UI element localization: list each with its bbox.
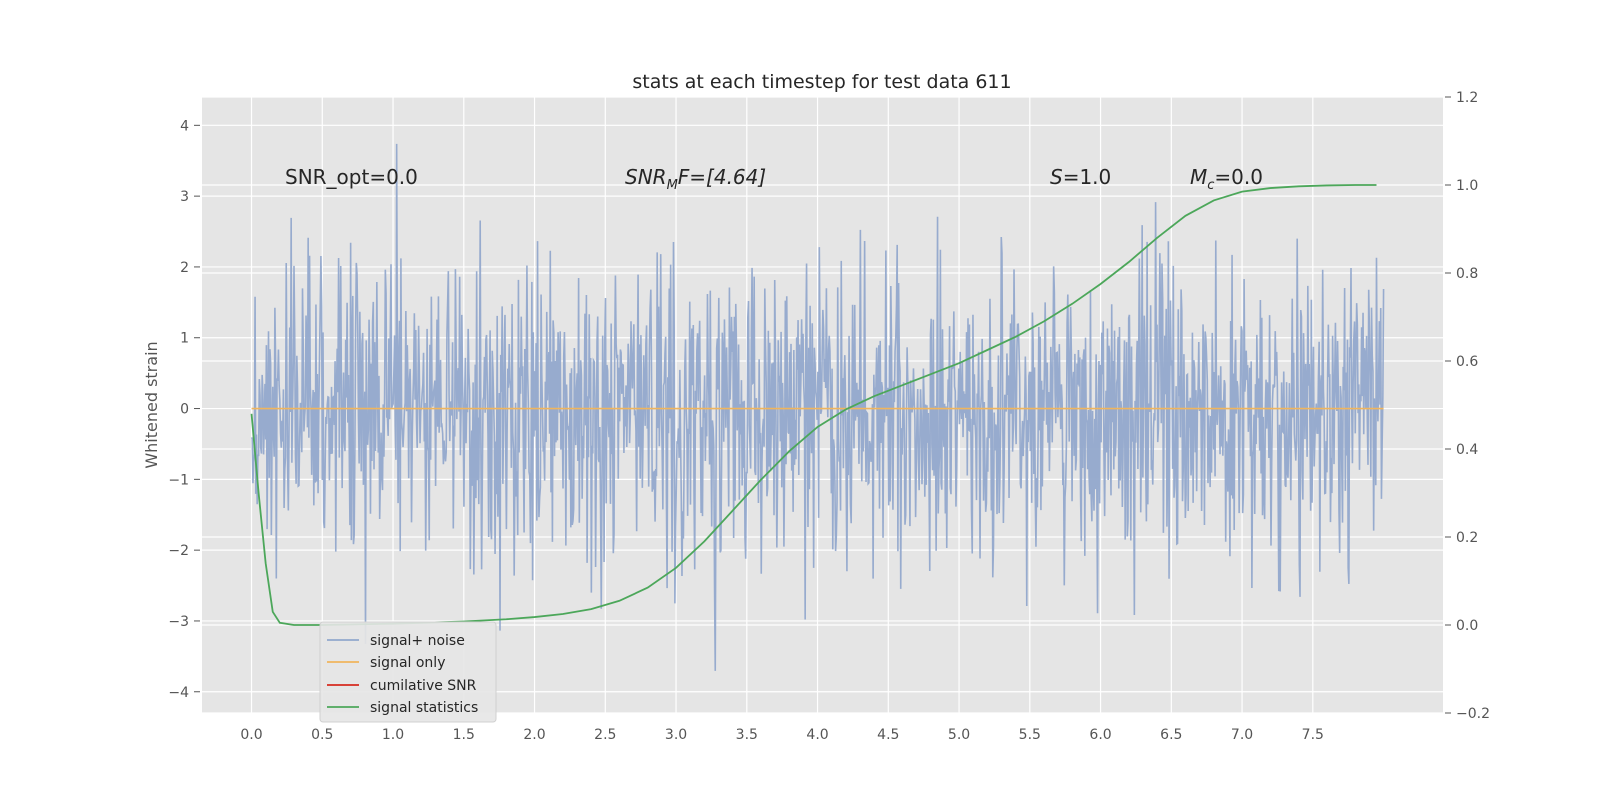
y2-tick-label-0: −0.2 — [1456, 706, 1490, 722]
x-axis-ticks: 0.0 0.5 1.0 1.5 2.0 2.5 3.0 3.5 4.0 4.5 5.0 5.5 6.0 6… — [240, 727, 1324, 743]
y2-tick-label-6: 1.0 — [1456, 178, 1478, 194]
chart-title: stats at each timestep for test data 611 — [632, 71, 1011, 93]
x-tick-label-6: 3.0 — [665, 727, 687, 743]
x-tick-label-13: 6.5 — [1160, 727, 1182, 743]
legend-label-signal-only: signal only — [370, 655, 445, 671]
x-tick-label-5: 2.5 — [594, 727, 616, 743]
y2-tick-label-7: 1.2 — [1456, 90, 1478, 106]
x-tick-label-4: 2.0 — [523, 727, 545, 743]
y-tick-label-2: −2 — [168, 543, 189, 559]
y-tick-label-8: 4 — [180, 118, 189, 134]
x-tick-label-14: 7.0 — [1231, 727, 1253, 743]
x-tick-label-9: 4.5 — [877, 727, 899, 743]
x-tick-label-12: 6.0 — [1089, 727, 1111, 743]
x-tick-label-15: 7.5 — [1302, 727, 1324, 743]
x-tick-label-0: 0.0 — [240, 727, 262, 743]
x-tick-label-1: 0.5 — [311, 727, 333, 743]
annotation-snr-mf-rest: F=[4.64] — [678, 165, 766, 189]
annotation-s-main: S — [1050, 165, 1063, 189]
legend-box — [319, 621, 497, 723]
y2-tick-label-5: 0.8 — [1456, 266, 1478, 282]
annotation-mc-sub: c — [1207, 178, 1214, 193]
y-tick-label-3: −1 — [168, 472, 189, 488]
legend-label-signal-statistics: signal statistics — [370, 700, 478, 716]
y-tick-label-7: 3 — [180, 189, 189, 205]
y2-tick-label-2: 0.2 — [1456, 530, 1478, 546]
series-signal-noise — [250, 143, 1385, 671]
y-tick-label-6: 2 — [180, 260, 189, 276]
annotation-s: S=1.0 — [1050, 165, 1111, 189]
annotation-mc-rest: =0.0 — [1214, 165, 1263, 189]
y2-axis-ticks: −0.2 0.0 0.2 0.4 0.6 0.8 1.0 1.2 — [1445, 90, 1490, 722]
y-tick-label-5: 1 — [180, 331, 189, 347]
x-tick-label-8: 4.0 — [806, 727, 828, 743]
annotation-snr-mf-sub: M — [667, 178, 678, 193]
annotation-mc: Mc=0.0 — [1190, 165, 1263, 193]
x-tick-label-11: 5.5 — [1019, 727, 1041, 743]
x-tick-label-3: 1.5 — [453, 727, 475, 743]
x-tick-label-10: 5.0 — [948, 727, 970, 743]
annotation-snr-opt: SNR_opt=0.0 — [285, 165, 418, 189]
y-tick-label-4: 0 — [180, 402, 189, 418]
x-tick-label-2: 1.0 — [382, 727, 404, 743]
annotation-mc-main: M — [1190, 165, 1207, 189]
x-tick-label-7: 3.5 — [736, 727, 758, 743]
y-tick-label-0: −4 — [168, 685, 189, 701]
legend-label-signal-noise: signal+ noise — [370, 633, 465, 649]
y-tick-label-1: −3 — [168, 614, 189, 630]
annotation-snr-mf-main: SNR — [625, 165, 667, 189]
y2-tick-label-1: 0.0 — [1456, 618, 1478, 634]
legend-label-cumilative-snr: cumilative SNR — [370, 678, 477, 694]
annotation-snr-mf: SNRMF=[4.64] — [625, 165, 766, 193]
annotation-s-rest: =1.0 — [1063, 165, 1112, 189]
y-axis-label: Whitened strain — [142, 341, 161, 468]
y2-tick-label-4: 0.6 — [1456, 354, 1478, 370]
y2-tick-label-3: 0.4 — [1456, 442, 1478, 458]
legend: signal+ noise signal only cumilative SNR… — [319, 621, 497, 723]
y-axis-ticks: −4 −3 −2 −1 0 1 2 3 4 — [168, 118, 200, 701]
